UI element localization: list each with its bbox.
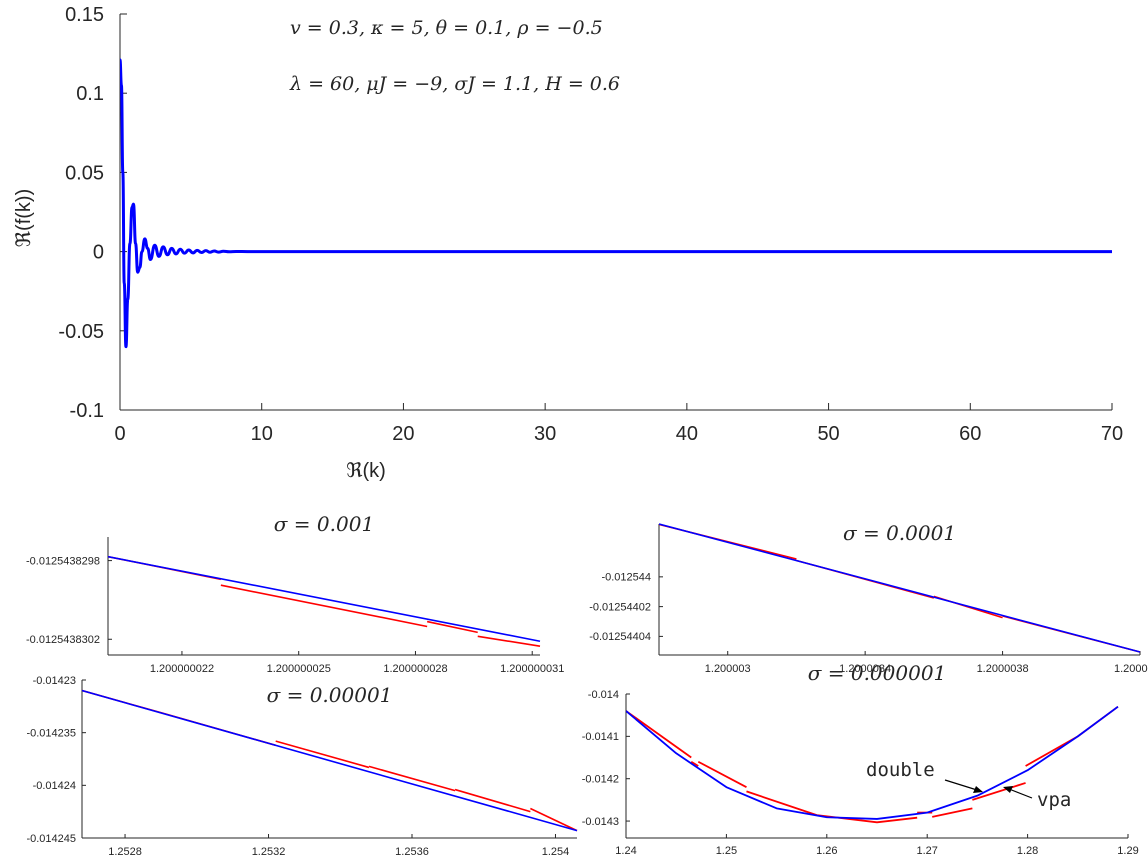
- double-series-line: [690, 760, 699, 767]
- y-tick-label: -0.014245: [26, 833, 76, 845]
- parameter-annotation: v = 0.3, κ = 5, θ = 0.1, ρ = −0.5: [290, 17, 603, 39]
- x-tick-label: 10: [251, 423, 273, 445]
- parameter-annotation: λ = 60, μJ = −9, σJ = 1.1, H = 0.6: [289, 73, 620, 95]
- double-series-line: [626, 710, 692, 759]
- y-tick-label: -0.014235: [26, 728, 76, 740]
- chart-panel-main: 0 10 20 30 40 50 60 70 -0.1 -0.05 0 0.05 0.1 0.15 ℜ(k)…: [13, 4, 1123, 482]
- y-tick-label: -0.01254402: [589, 601, 651, 613]
- red-series-line: [368, 765, 456, 792]
- y-tick-label: -0.0141: [582, 731, 619, 743]
- x-tick-label: 1.200000025: [267, 663, 331, 675]
- blue-series-line: [120, 58, 1112, 349]
- y-tick-label: 0.05: [65, 162, 104, 184]
- y-axis-label: ℜ(f(k)): [13, 189, 35, 247]
- y-tick-label: -0.05: [58, 321, 104, 343]
- y-tick-label: -0.01254404: [589, 631, 651, 643]
- red-series-line: [477, 635, 541, 647]
- vpa-series-line: [626, 705, 1119, 820]
- x-tick-label: 1.254: [542, 846, 570, 857]
- panel-title: σ = 0.00001: [267, 683, 393, 707]
- vpa-arrowhead: [1003, 786, 1013, 793]
- blue-series-line: [659, 523, 1141, 653]
- x-tick-label: 1.25: [716, 845, 737, 857]
- panel-title: σ = 0.001: [274, 512, 374, 536]
- vpa-arrow: [1008, 788, 1033, 799]
- panel-title: σ = 0.000001: [808, 661, 947, 685]
- double-series-line: [932, 807, 973, 818]
- red-series-line: [454, 788, 531, 813]
- x-tick-label: 1.200000028: [383, 663, 447, 675]
- x-tick-label: 70: [1101, 423, 1123, 445]
- y-tick-label: -0.01424: [33, 780, 76, 792]
- series-group: [120, 58, 1112, 349]
- x-tick-label: 60: [959, 423, 981, 445]
- x-tick-label: 1.28: [1017, 845, 1038, 857]
- x-tick-label: 40: [676, 423, 698, 445]
- double-series-line: [697, 760, 747, 788]
- y-tick-label: 0.15: [65, 4, 104, 26]
- y-tick-label: 0: [93, 242, 104, 264]
- x-tick-label: 20: [392, 423, 414, 445]
- y-tick-label: -0.1: [70, 400, 104, 422]
- x-tick-label: 30: [534, 423, 556, 445]
- chart-panel-inset-4: 1.24 1.25 1.26 1.27 1.28 1.29 -0.014 -0.0141 -0.…: [582, 661, 1139, 857]
- x-tick-label: 0: [114, 423, 125, 445]
- y-tick-label: 0.1: [76, 83, 104, 105]
- x-tick-label: 1.200003: [705, 663, 751, 675]
- x-tick-label: 1.200000031: [500, 663, 564, 675]
- x-tick-label: 1.2528: [108, 846, 142, 857]
- x-tick-label: 1.200000022: [150, 663, 214, 675]
- chart-panel-inset-2: 1.200003 1.2000034 1.2000038 1.2000042 -0.01…: [589, 521, 1148, 675]
- vpa-annotation: vpa: [1037, 789, 1071, 811]
- series-group: [659, 523, 1141, 653]
- red-series-line: [220, 584, 428, 628]
- x-tick-label: 1.2000038: [977, 663, 1029, 675]
- double-series-line: [1025, 705, 1119, 767]
- y-tick-label: -0.012544: [601, 572, 651, 584]
- y-tick-label: -0.0125438298: [26, 555, 100, 567]
- series-group: [82, 689, 578, 832]
- y-tick-label: -0.0142: [582, 774, 619, 786]
- x-tick-label: 1.27: [916, 845, 937, 857]
- double-series-line: [972, 782, 1026, 801]
- red-series-line: [275, 740, 370, 769]
- double-annotation: double: [866, 759, 935, 781]
- red-series-line: [426, 620, 478, 634]
- x-tick-label: 1.26: [816, 845, 837, 857]
- series-group: [108, 555, 541, 647]
- double-arrow: [944, 779, 978, 791]
- double-arrowhead: [973, 786, 983, 793]
- panel-title: σ = 0.0001: [843, 521, 956, 545]
- x-tick-label: 1.29: [1117, 845, 1138, 857]
- y-tick-label: -0.01423: [33, 675, 76, 687]
- x-tick-label: 1.2536: [395, 846, 429, 857]
- chart-panel-inset-1: 1.200000022 1.200000025 1.200000028 1.20000…: [26, 512, 564, 675]
- red-series-line: [530, 807, 578, 832]
- x-tick-label: 1.24: [615, 845, 636, 857]
- x-tick-label: 1.2000034: [839, 663, 891, 675]
- y-tick-label: -0.0143: [582, 816, 619, 828]
- x-tick-label: 1.2532: [252, 846, 286, 857]
- x-tick-label: 50: [817, 423, 839, 445]
- y-tick-label: -0.014: [588, 689, 619, 701]
- series-group: [626, 705, 1119, 824]
- blue-series-line: [82, 689, 578, 832]
- x-tick-label: 1.2000042: [1114, 663, 1148, 675]
- blue-series-line: [108, 555, 541, 643]
- y-tick-label: -0.0125438302: [26, 634, 100, 646]
- x-axis-label: ℜ(k): [346, 460, 386, 482]
- chart-panel-inset-3: 1.2528 1.2532 1.2536 1.254 -0.01423 -0.014235…: [26, 675, 578, 857]
